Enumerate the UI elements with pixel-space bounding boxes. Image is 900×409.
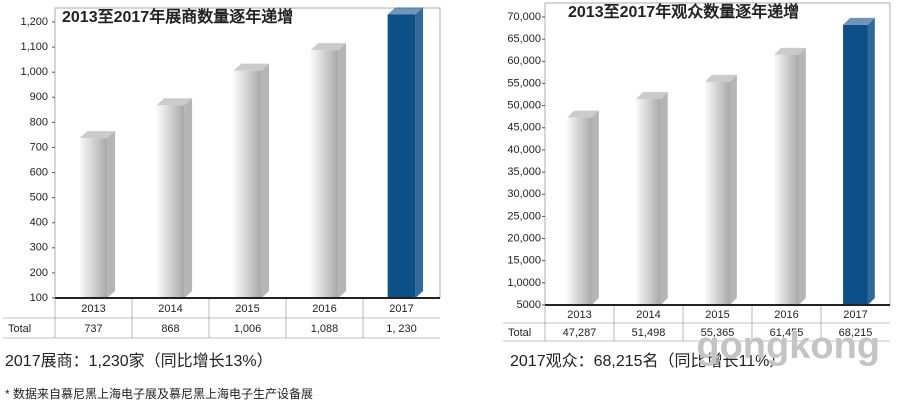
bar [233, 70, 262, 298]
bar [156, 105, 185, 298]
row-label: Total [8, 323, 31, 335]
y-tick-label: 30,000 [507, 188, 541, 200]
y-tick-label: 1,0000 [507, 277, 541, 289]
bar-top [636, 91, 668, 99]
caption: 2017观众：68,215名（同比增长11%） [510, 352, 785, 370]
value-label: 55,365 [701, 327, 735, 339]
value-label: 737 [84, 323, 102, 335]
bar-top [843, 17, 875, 25]
bar [387, 14, 416, 299]
bar-top [774, 47, 806, 55]
caption: 2017展商：1,230家（同比增长13%） [5, 352, 273, 370]
y-tick-label: 500 [30, 192, 48, 204]
bar-side [338, 43, 347, 298]
y-tick-label: 200 [30, 267, 48, 279]
bar [774, 54, 799, 305]
category-label: 2017 [843, 309, 867, 321]
footnote: * 数据来自慕尼黑上海电子展及慕尼黑上海电子生产设备展 [5, 386, 313, 401]
value-label: 61,455 [770, 327, 804, 339]
y-tick-label: 1,200 [20, 16, 48, 28]
row-label: Total [508, 327, 531, 339]
y-tick-label: 300 [30, 242, 48, 254]
y-tick-label: 50,000 [507, 100, 541, 112]
value-label: 1, 230 [386, 323, 417, 335]
bar [843, 24, 868, 305]
bar-top [310, 43, 347, 51]
category-label: 2013 [567, 309, 591, 321]
bar [705, 81, 730, 306]
value-label: 868 [161, 323, 179, 335]
y-tick-label: 1,100 [20, 41, 48, 53]
value-label: 1,088 [311, 323, 339, 335]
y-tick-label: 900 [30, 91, 48, 103]
y-tick-label: 70,000 [507, 11, 541, 23]
bar-side [415, 7, 424, 299]
value-label: 47,287 [563, 327, 597, 339]
y-tick-label: 40,000 [507, 144, 541, 156]
chart-title: 2013至2017年观众数量逐年递增 [568, 2, 799, 21]
y-tick-label: 100 [30, 292, 48, 304]
value-label: 51,498 [632, 327, 666, 339]
bar-top [387, 7, 424, 15]
bar-side [184, 98, 193, 298]
y-tick-label: 15,000 [507, 255, 541, 267]
category-label: 2014 [636, 309, 660, 321]
category-label: 2017 [389, 303, 413, 315]
y-tick-label: 35,000 [507, 166, 541, 178]
bar [567, 117, 592, 305]
chart-title: 2013至2017年展商数量逐年递增 [62, 7, 293, 26]
y-tick-label: 800 [30, 116, 48, 128]
y-tick-label: 1,000 [20, 66, 48, 78]
watermark: gongkong [696, 325, 880, 367]
bar [79, 138, 108, 298]
bar-side [107, 131, 116, 298]
y-tick-label: 55,000 [507, 77, 541, 89]
value-label: 68,215 [839, 327, 873, 339]
bar [636, 98, 661, 306]
y-tick-label: 20,000 [507, 232, 541, 244]
bar-side [591, 110, 599, 305]
category-label: 2014 [158, 303, 182, 315]
y-tick-label: 65,000 [507, 33, 541, 45]
category-label: 2015 [705, 309, 729, 321]
y-tick-label: 60,000 [507, 55, 541, 67]
y-tick-label: 400 [30, 217, 48, 229]
bar-top [233, 63, 270, 71]
category-label: 2015 [235, 303, 259, 315]
category-label: 2013 [81, 303, 105, 315]
bar-top [79, 131, 116, 139]
bar-top [156, 98, 193, 106]
category-label: 2016 [312, 303, 336, 315]
bar-side [867, 17, 875, 305]
category-label: 2016 [774, 309, 798, 321]
bar-top [567, 110, 599, 118]
y-tick-label: 600 [30, 166, 48, 178]
y-tick-label: 700 [30, 141, 48, 153]
bar-side [261, 63, 270, 299]
bar-side [729, 74, 737, 306]
bar-side [660, 91, 668, 306]
value-label: 1,006 [234, 323, 262, 335]
y-tick-label: 45,000 [507, 122, 541, 134]
y-tick-label: 25,000 [507, 210, 541, 222]
bar-top [705, 74, 737, 82]
bar [310, 50, 339, 298]
y-tick-label: 5000 [517, 299, 541, 311]
bar-side [798, 47, 806, 305]
